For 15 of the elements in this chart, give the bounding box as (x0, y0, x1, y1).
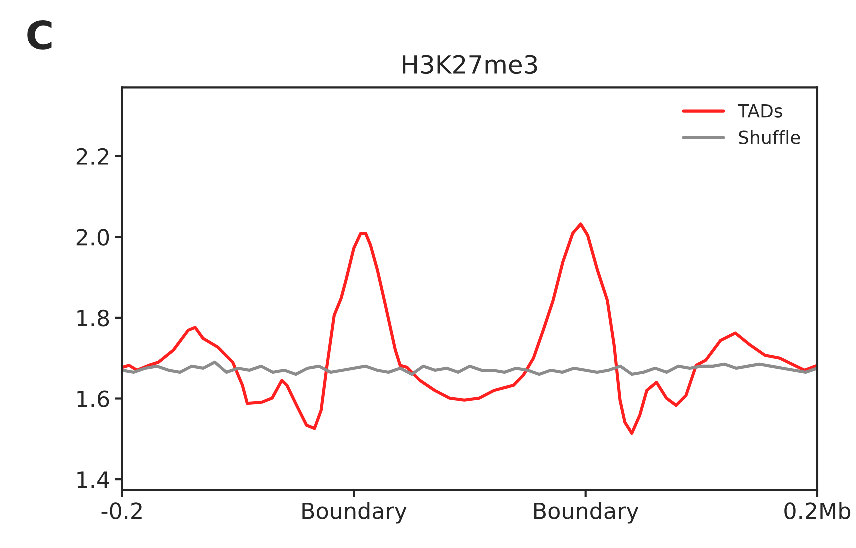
legend-label: Shuffle (739, 130, 800, 144)
x-tick-label: 0.2Mb (784, 502, 851, 520)
line-series (122, 222, 818, 436)
y-tick-label: 1.6 (78, 390, 110, 408)
chart-title: H3K27me3 (403, 55, 538, 74)
x-tick-label: -0.2 (102, 502, 142, 520)
x-tick-label: Boundary (302, 502, 407, 524)
line-series (122, 360, 818, 376)
y-tick-label: 2.2 (76, 148, 108, 165)
y-tick-label: 2.0 (76, 229, 110, 246)
legend-label: TADs (738, 104, 782, 118)
y-tick-label: 1.4 (78, 472, 110, 488)
y-tick-label: 1.8 (78, 310, 110, 327)
text: C (28, 20, 52, 50)
x-tick-label: Boundary (534, 502, 639, 524)
